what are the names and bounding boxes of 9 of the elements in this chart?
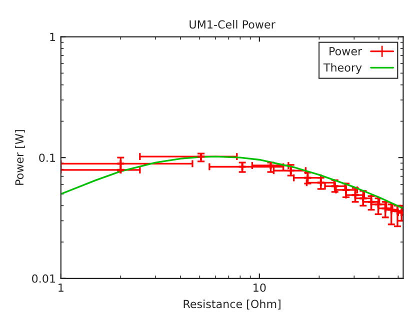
y-tick-label: 0.01 [32, 274, 56, 283]
legend-label: Power [330, 47, 362, 56]
chart-title: UM1-Cell Power [190, 20, 276, 29]
y-tick-label: 0.1 [39, 154, 56, 162]
y-axis-title: Power [W] [14, 130, 25, 185]
legend-label: Theory [323, 63, 362, 74]
x-tick-label: 10 [254, 283, 266, 292]
x-axis-title: Resistance [Ohm] [184, 300, 280, 310]
y-tick-label: 1 [50, 32, 56, 42]
